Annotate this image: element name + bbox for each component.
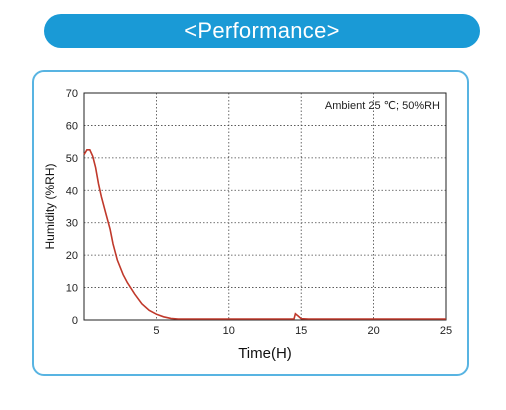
y-axis-label: Humidity (%RH) [43,163,57,249]
y-tick-label: 40 [66,185,78,197]
y-tick-label: 50 [66,153,78,165]
x-tick-label: 20 [367,325,379,337]
x-tick-label: 25 [440,325,452,337]
x-tick-label: 5 [153,325,159,337]
y-tick-label: 70 [66,88,78,100]
tick-labels: 0 10 20 30 40 50 60 70 5 10 15 20 25 [66,88,452,337]
y-tick-label: 20 [66,250,78,262]
x-tick-label: 10 [223,325,235,337]
grid-lines [84,93,446,320]
banner-title: <Performance> [184,18,340,43]
performance-banner: <Performance> [44,14,480,48]
x-tick-label: 15 [295,325,307,337]
y-tick-label: 60 [66,120,78,132]
y-tick-label: 0 [72,315,78,327]
x-axis-label: Time(H) [238,345,292,362]
y-tick-label: 10 [66,283,78,295]
ambient-annotation: Ambient 25 ℃; 50%RH [325,100,440,112]
humidity-series-line [83,149,446,320]
y-tick-label: 30 [66,218,78,230]
plot-frame [83,92,447,321]
